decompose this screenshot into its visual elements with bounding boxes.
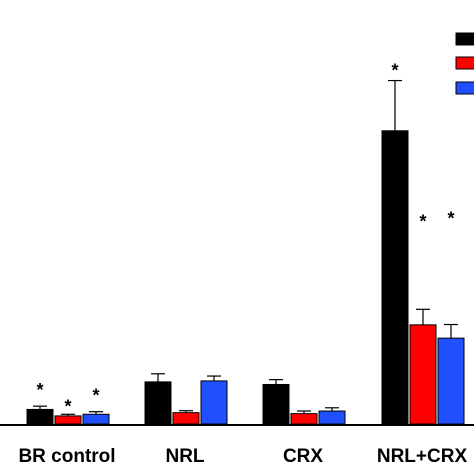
- legend-swatch-1: [455, 56, 474, 70]
- bar-2-1: [290, 413, 318, 425]
- x-tick-label-3: NRL+CRX: [377, 446, 468, 467]
- significance-markers: * * * * * *: [36, 61, 454, 417]
- legend-swatch-0: [455, 32, 474, 46]
- bar-1-1: [172, 412, 200, 425]
- significance-star-5: *: [447, 209, 454, 229]
- significance-star-3: *: [391, 61, 398, 81]
- bar-3-1: [409, 324, 437, 425]
- x-tick-label-0: BR control: [18, 446, 115, 467]
- legend-swatch-2: [455, 81, 474, 95]
- significance-star-2: *: [92, 386, 99, 406]
- x-tick-labels: BR control NRL CRX NRL+CRX: [18, 446, 467, 467]
- bar-2-0: [262, 383, 290, 425]
- bar-0-1: [54, 415, 82, 425]
- bar-2-2: [318, 410, 346, 425]
- significance-star-4: *: [419, 211, 426, 231]
- bars-layer: [26, 130, 465, 425]
- significance-star-0: *: [36, 380, 43, 400]
- bar-1-2: [200, 380, 228, 425]
- bar-0-0: [26, 408, 54, 425]
- bar-0-2: [82, 413, 110, 425]
- legend: [455, 32, 474, 95]
- error-bars-layer: [33, 79, 458, 416]
- x-tick-label-1: NRL: [165, 446, 204, 467]
- bar-3-2: [437, 337, 465, 425]
- bar-3-0: [381, 130, 409, 425]
- bar-1-0: [144, 381, 172, 425]
- x-tick-label-2: CRX: [283, 446, 323, 467]
- significance-star-1: *: [64, 396, 71, 416]
